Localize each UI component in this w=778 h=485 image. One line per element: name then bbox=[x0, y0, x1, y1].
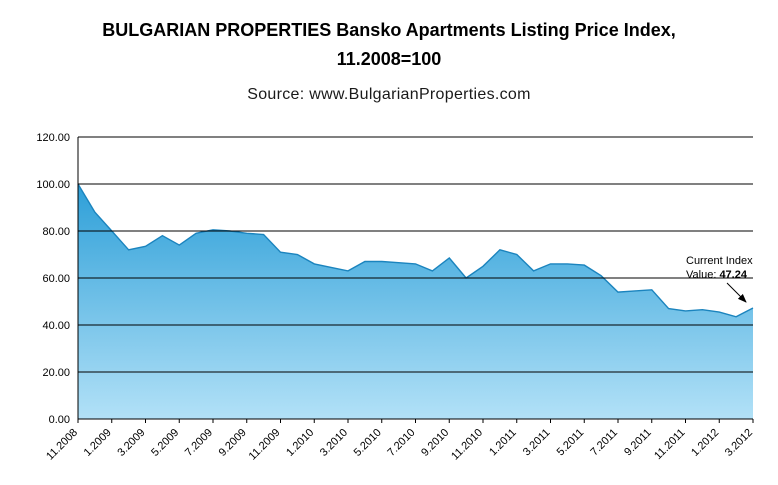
svg-text:9.2011: 9.2011 bbox=[622, 427, 654, 459]
svg-text:7.2011: 7.2011 bbox=[588, 427, 620, 459]
svg-text:11.2010: 11.2010 bbox=[449, 427, 485, 463]
svg-text:3.2009: 3.2009 bbox=[115, 427, 147, 459]
svg-text:11.2009: 11.2009 bbox=[247, 427, 283, 463]
svg-text:3.2010: 3.2010 bbox=[318, 427, 350, 459]
svg-text:3.2011: 3.2011 bbox=[521, 427, 553, 459]
svg-text:1.2011: 1.2011 bbox=[487, 427, 519, 459]
price-index-chart: 0.00 20.00 40.00 60.00 80.00 100.00 120.00 11.2… bbox=[36, 132, 755, 463]
area-series bbox=[78, 184, 753, 419]
gridlines bbox=[78, 136, 753, 420]
svg-text:7.2009: 7.2009 bbox=[183, 427, 215, 459]
svg-text:100.00: 100.00 bbox=[36, 179, 70, 191]
svg-text:5.2009: 5.2009 bbox=[149, 427, 181, 459]
svg-text:60.00: 60.00 bbox=[42, 273, 70, 285]
annotation-line1: Current Index bbox=[686, 255, 753, 267]
svg-text:1.2012: 1.2012 bbox=[689, 427, 721, 459]
svg-text:5.2011: 5.2011 bbox=[555, 427, 587, 459]
annotation-arrow bbox=[726, 282, 747, 303]
chart-title: BULGARIAN PROPERTIES Bansko Apartments L… bbox=[102, 20, 676, 69]
x-axis-labels: 11.2008 1.2009 3.2009 5.2009 7.2009 9.200911.… bbox=[44, 419, 755, 463]
svg-text:7.2010: 7.2010 bbox=[385, 427, 417, 459]
svg-text:40.00: 40.00 bbox=[42, 320, 70, 332]
svg-text:3.2012: 3.2012 bbox=[723, 427, 755, 459]
svg-text:11.2008: 11.2008 bbox=[44, 427, 80, 463]
svg-text:80.00: 80.00 bbox=[42, 226, 70, 238]
svg-text:1.2010: 1.2010 bbox=[284, 427, 316, 459]
svg-text:11.2011: 11.2011 bbox=[652, 427, 687, 462]
chart-area: 0.00 20.00 40.00 60.00 80.00 100.00 120.00 11.2… bbox=[0, 122, 778, 482]
annotation-line2: Value: 47.24 bbox=[686, 269, 748, 281]
current-index-annotation: Current Index Value: 47.24 bbox=[686, 255, 753, 303]
svg-text:120.00: 120.00 bbox=[36, 132, 70, 144]
svg-text:20.00: 20.00 bbox=[42, 367, 70, 379]
svg-text:5.2010: 5.2010 bbox=[352, 427, 384, 459]
svg-text:0.00: 0.00 bbox=[49, 414, 70, 426]
svg-text:1.2009: 1.2009 bbox=[82, 427, 114, 459]
svg-text:9.2010: 9.2010 bbox=[419, 427, 451, 459]
chart-source: Source: www.BulgarianProperties.com bbox=[247, 85, 531, 103]
series-line bbox=[77, 183, 754, 318]
y-axis-labels: 0.00 20.00 40.00 60.00 80.00 100.00 120.00 bbox=[36, 132, 70, 426]
svg-text:9.2009: 9.2009 bbox=[217, 427, 249, 459]
